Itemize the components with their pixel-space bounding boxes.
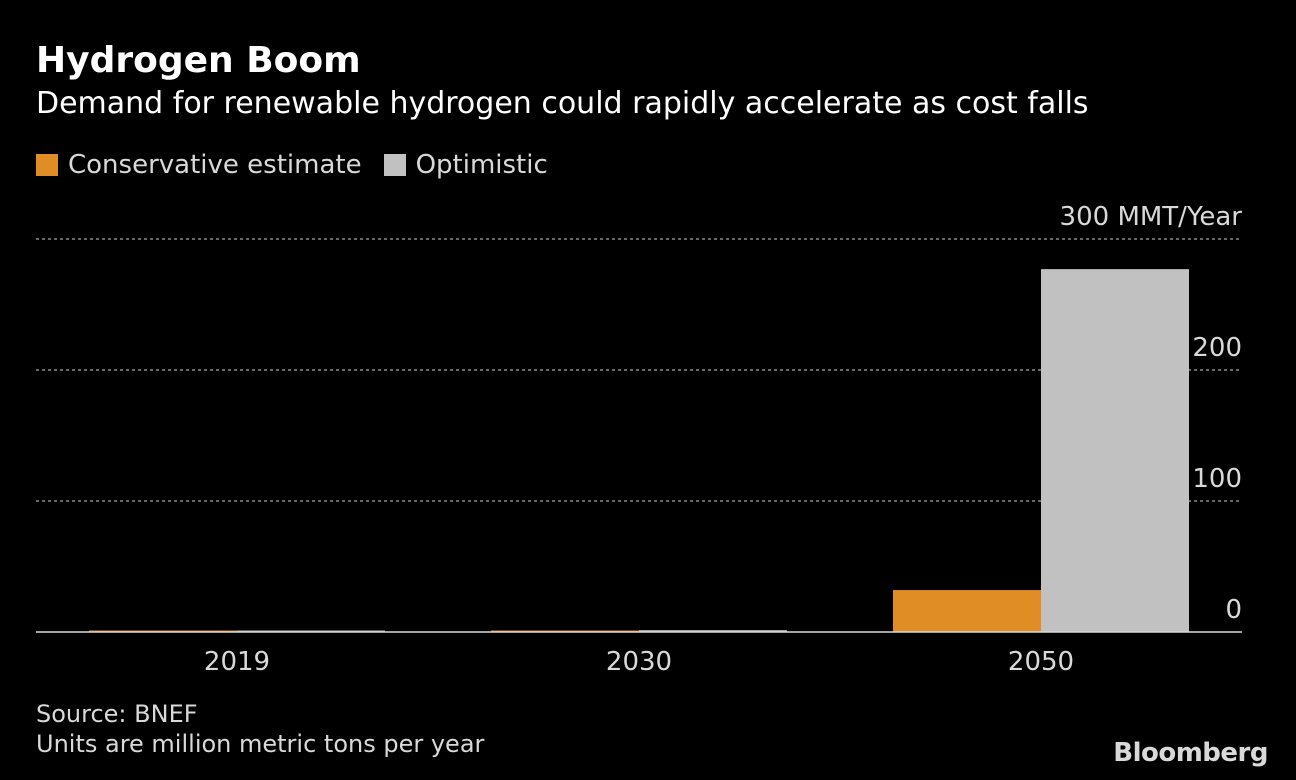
x-tick-label-2019: 2019 <box>204 647 270 677</box>
y-tick-label-100: 100 <box>1192 464 1242 494</box>
y-tick-label-0: 0 <box>1225 595 1242 625</box>
legend-swatch-conservative <box>36 154 58 176</box>
bloomberg-logo: Bloomberg <box>1113 738 1268 768</box>
bar-optimistic-2050 <box>1041 269 1189 632</box>
legend-swatch-optimistic <box>383 154 406 176</box>
legend-item-optimistic: Optimistic <box>383 150 548 180</box>
chart-subtitle: Demand for renewable hydrogen could rapi… <box>36 86 1089 121</box>
source-note: Source: BNEF <box>36 700 198 728</box>
legend-item-conservative: Conservative estimate <box>36 150 362 180</box>
legend: Conservative estimate Optimistic <box>36 150 570 180</box>
y-tick-label-200: 200 <box>1192 333 1242 363</box>
units-note: Units are million metric tons per year <box>36 730 485 758</box>
bar-conservative-2050 <box>893 590 1041 632</box>
chart-title: Hydrogen Boom <box>36 40 361 81</box>
x-tick-label-2050: 2050 <box>1008 647 1074 677</box>
bar-optimistic-2030 <box>639 630 787 632</box>
y-tick-label-300: 300 MMT/Year <box>1060 202 1243 232</box>
legend-label-optimistic: Optimistic <box>415 150 548 180</box>
x-tick-label-2030: 2030 <box>606 647 672 677</box>
legend-label-conservative: Conservative estimate <box>68 150 362 180</box>
